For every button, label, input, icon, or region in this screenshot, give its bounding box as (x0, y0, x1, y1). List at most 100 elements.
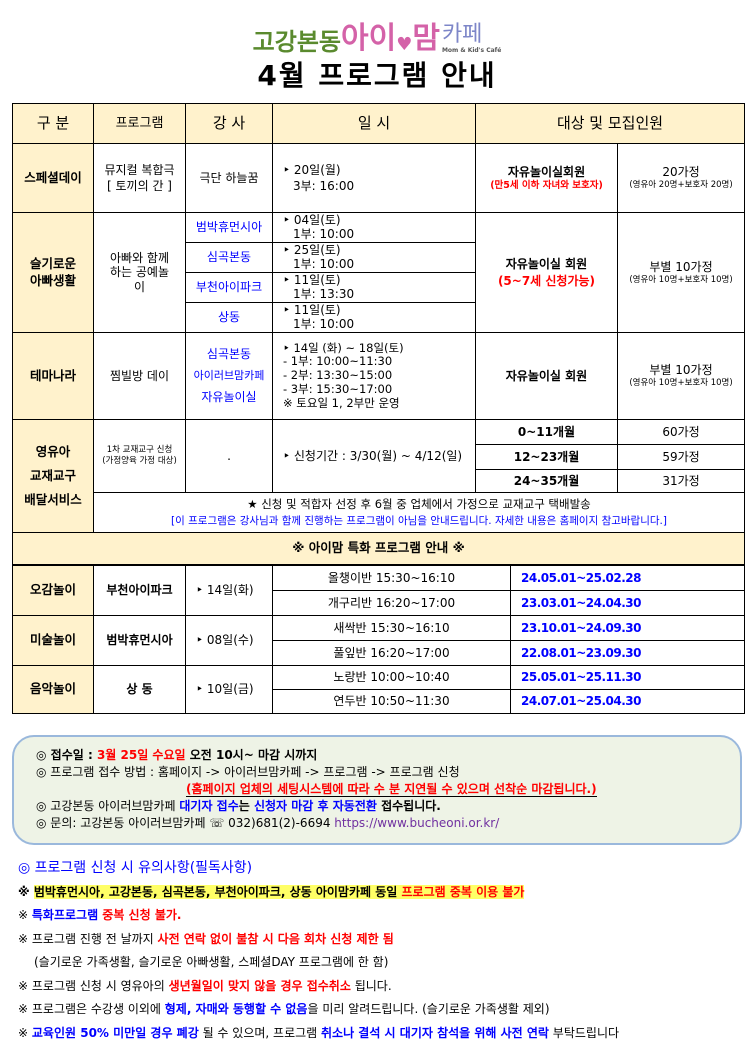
date-cell: ‣ 14일(화) (186, 566, 273, 616)
class-cell: 올챙이반 15:30~16:10 (273, 566, 511, 591)
label: ◎ 고강본동 아이러브맘카페 (36, 799, 179, 813)
category-cell: 테마나라 (13, 333, 94, 420)
category-cell: 음악놀이 (13, 666, 94, 714)
time-line: 3부: 16:00 (283, 178, 475, 194)
program-name: 1차 교재교구 신청 (94, 445, 185, 456)
class-cell: 연두반 10:50~11:30 (273, 690, 511, 714)
time-line: 1부: 13:30 (283, 288, 475, 301)
birth-range-cell: 23.03.01~24.04.30 (511, 591, 745, 616)
teacher-cell: 심곡본동 (186, 243, 273, 273)
warning-text: (홈페이지 업체의 세팅시스템에 따라 수 분 지연될 수 있으며 선착순 마감… (186, 782, 597, 797)
teacher-cell: 극단 하늘꿈 (186, 144, 273, 213)
teacher-cell: . (186, 420, 273, 493)
note-item: ※ 프로그램 신청 시 영유아의 생년월일이 맞지 않을 경우 접수취소 됩니다… (18, 975, 748, 999)
category-cell: 오감놀이 (13, 566, 94, 616)
mark: ※ (18, 908, 32, 922)
time-line: 1부: 10:00 (283, 258, 475, 271)
date-cell: ‣ 14일 (화) ~ 18일(토)- 1부: 10:00~11:30- 2부:… (273, 333, 476, 420)
teacher-cell: 상동 (186, 303, 273, 333)
highlight: 신청자 마감 후 자동전환 (254, 799, 377, 813)
logo-subtitle: Mom & Kid's Café (442, 48, 501, 54)
note-item: (슬기로운 가족생활, 슬기로운 아빠생활, 스페셜DAY 프로그램에 한 함) (18, 951, 748, 975)
target-cell: 자유놀이실 회원 (476, 333, 618, 420)
capacity-note: (영유아 10명+보호자 10명) (618, 378, 744, 389)
date-cell: ‣ 08일(수) (186, 616, 273, 666)
teacher-line: 아이러브맘카페 (186, 366, 272, 387)
teacher-line: 자유놀이실 (186, 386, 272, 409)
heart-icon: ♥ (396, 36, 412, 54)
capacity-cell: 부별 10가정(영유아 10명+보호자 10명) (618, 213, 745, 333)
place-cell: 범박휴먼시아 (94, 616, 186, 666)
note-item: ※ 범박휴먼시아, 고강본동, 심곡본동, 부천아이파크, 상동 아이맘카페 동… (18, 881, 748, 905)
target-label: 자유놀이실회원 (476, 164, 617, 180)
info-note: [이 프로그램은 강사님과 함께 진행하는 프로그램이 아님을 안내드립니다. … (94, 513, 744, 530)
note-highlight: 취소나 결석 시 대기자 참석을 위해 사전 연락 (321, 1026, 549, 1040)
special-section-title: ※ 아이맘 특화 프로그램 안내 ※ (13, 533, 745, 565)
date-cell: ‣ 10일(금) (186, 666, 273, 714)
program-name: 뮤지컬 복합극 (94, 162, 185, 178)
website-link[interactable]: https://www.bucheoni.or.kr/ (334, 816, 499, 830)
birth-range-cell: 24.07.01~25.04.30 (511, 690, 745, 714)
place-cell: 부천아이파크 (94, 566, 186, 616)
date-line: ‣ 11일(토) (283, 304, 475, 317)
note-highlight: 특화프로그램 (32, 908, 102, 922)
program-cell: 뮤지컬 복합극[ 토끼의 간 ] (94, 144, 186, 213)
class-cell: 개구리반 16:20~17:00 (273, 591, 511, 616)
capacity: 20가정 (618, 164, 744, 180)
highlight: 대기자 접수 (179, 799, 238, 813)
date-cell: ‣ 11일(토)1부: 13:30 (273, 273, 476, 303)
capacity-note: (영유아 20명+보호자 20명) (618, 180, 744, 191)
date-line: ‣ 25일(토) (283, 244, 475, 257)
time-line: - 1부: 10:00~11:30 (283, 355, 475, 369)
note-item: ※ 특화프로그램 중복 신청 불가. (18, 904, 748, 928)
note-text: ※ 프로그램 진행 전 날까지 (18, 932, 158, 946)
capacity-cell: 20가정(영유아 20명+보호자 20명) (618, 144, 745, 213)
note-text: 범박휴먼시아, 고강본동, 심곡본동, 부천아이파크, 상동 아이맘카페 동일 (34, 885, 402, 899)
note-highlight: 교육인원 50% 미만일 경우 폐강 (32, 1026, 199, 1040)
header-program: 프로그램 (94, 104, 186, 144)
note-item: ※ 교육인원 50% 미만일 경우 폐강 될 수 있으며, 프로그램 취소나 결… (18, 1022, 748, 1045)
header-teacher: 강 사 (186, 104, 273, 144)
program-note: (가정양육 가정 대상) (94, 456, 185, 467)
delivery-note: ★ 신청 및 적합자 선정 후 6월 중 업체에서 가정으로 교재교구 택배발송 (94, 495, 744, 513)
info-line: ◎ 고강본동 아이러브맘카페 대기자 접수는 신청자 마감 후 자동전환 접수됩… (36, 798, 740, 815)
teacher-cell: 범박휴먼시아 (186, 213, 273, 243)
target-cell: 자유놀이실 회원(5~7세 신청가능) (476, 213, 618, 333)
category-line: 배달서비스 (13, 488, 93, 512)
capacity: 부별 10가정 (618, 259, 744, 275)
age-cell: 12~23개월 (476, 445, 618, 470)
category-line: 슬기로운 (13, 256, 93, 273)
logo-text: 맘 (412, 24, 440, 54)
time-line: - 2부: 13:30~15:00 (283, 369, 475, 383)
time-line: - 3부: 15:30~17:00 (283, 383, 475, 397)
time-line: 1부: 10:00 (283, 228, 475, 241)
date-line: ‣ 11일(토) (283, 274, 475, 287)
birth-range-cell: 23.10.01~24.09.30 (511, 616, 745, 641)
birth-range-cell: 25.05.01~25.11.30 (511, 666, 745, 690)
category-line: 교재교구 (13, 464, 93, 488)
program-table: 구 분 프로그램 강 사 일 시 대상 및 모집인원 스페셜데이 뮤지컬 복합극… (12, 103, 745, 565)
birth-range-cell: 22.08.01~23.09.30 (511, 641, 745, 666)
program-cell: 아빠와 함께하는 공예놀이 (94, 213, 186, 333)
note-text: 부탁드립니다 (549, 1026, 619, 1040)
date-cell: ‣ 11일(토)1부: 10:00 (273, 303, 476, 333)
date-cell: ‣ 04일(토)1부: 10:00 (273, 213, 476, 243)
category-cell: 미술놀이 (13, 616, 94, 666)
capacity: 부별 10가정 (618, 362, 744, 378)
info-line: (홈페이지 업체의 세팅시스템에 따라 수 분 지연될 수 있으며 선착순 마감… (36, 781, 740, 798)
birth-range-cell: 24.05.01~25.02.28 (511, 566, 745, 591)
notes-title: ◎ 프로그램 신청 시 유의사항(필독사항) (18, 857, 748, 881)
info-line: ◎ 문의: 고강본동 아이러브맘카페 ☏ 032)681(2)-6694 htt… (36, 815, 740, 832)
note-highlight: 형제, 자매와 동행할 수 없음 (165, 1002, 308, 1016)
teacher-line: 심곡본동 (186, 343, 272, 366)
header-target: 대상 및 모집인원 (476, 104, 745, 144)
date-cell: ‣ 25일(토)1부: 10:00 (273, 243, 476, 273)
note-text: 을 미리 알려드립니다. (슬기로운 가족생활 제외) (307, 1002, 549, 1016)
